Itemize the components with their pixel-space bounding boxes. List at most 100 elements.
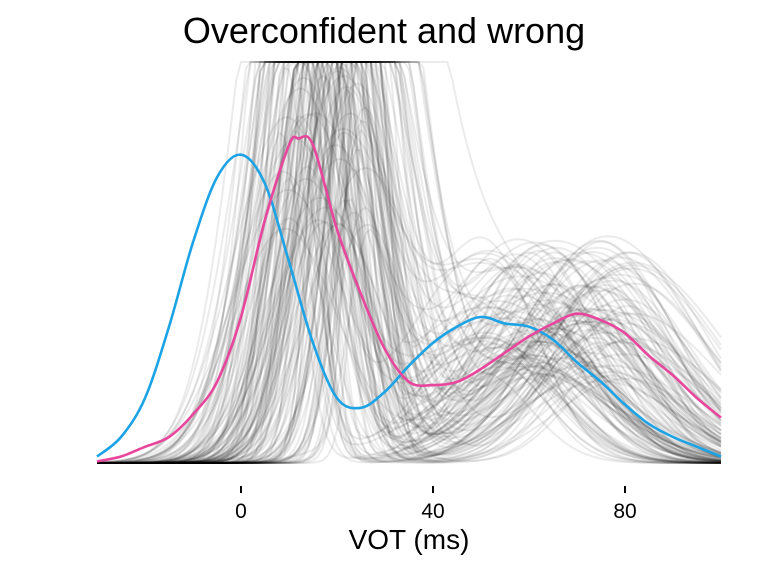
sample-curve [97, 170, 722, 464]
sample-curve [97, 61, 721, 464]
sample-curve [97, 61, 722, 464]
sample-curve [97, 199, 722, 464]
sample-curve [97, 61, 722, 464]
sample-curve [97, 61, 722, 464]
sample-curve [97, 222, 722, 464]
sample-curves [96, 60, 722, 464]
sample-curve [97, 167, 722, 464]
sample-curve [97, 116, 722, 464]
sample-curve [97, 69, 722, 464]
sample-curve [97, 61, 722, 464]
sample-curve [97, 61, 722, 464]
sample-curve [97, 165, 722, 464]
sample-curve [97, 61, 722, 464]
sample-curve [97, 61, 722, 464]
sample-curve [97, 61, 721, 464]
sample-curve [97, 61, 722, 464]
sample-curve [97, 61, 722, 464]
sample-curve [97, 87, 722, 464]
sample-curve [96, 112, 722, 464]
sample-curve [97, 61, 722, 464]
sample-curve [97, 61, 722, 464]
sample-curve [97, 61, 722, 464]
sample-curve [97, 61, 722, 464]
sample-curve [97, 61, 722, 464]
sample-curve [97, 221, 722, 464]
sample-curve [97, 106, 721, 464]
chart-title: Overconfident and wrong [182, 10, 586, 51]
sample-curve [96, 61, 721, 464]
sample-curve [97, 61, 722, 464]
sample-curve [97, 112, 722, 464]
sample-curve [97, 61, 722, 464]
sample-curve [97, 61, 722, 464]
sample-curve [97, 197, 722, 464]
sample-curve [97, 177, 722, 464]
sample-curve [97, 61, 722, 464]
sample-curve [97, 61, 722, 464]
sample-curve [97, 61, 722, 464]
sample-curve [97, 211, 722, 464]
sample-curve [97, 85, 722, 464]
sample-curve [97, 61, 722, 464]
sample-curve [97, 61, 722, 464]
sample-curve [97, 61, 722, 464]
posterior-mean-line [96, 134, 722, 463]
sample-curve [97, 61, 722, 464]
sample-curve [97, 61, 722, 464]
sample-curve [97, 61, 722, 464]
sample-curve [97, 61, 722, 464]
sample-curve [97, 112, 722, 464]
sample-curve [97, 61, 722, 464]
sample-curve [97, 61, 722, 464]
sample-curve [97, 74, 722, 464]
sample-curve [97, 61, 722, 464]
sample-curve [97, 61, 722, 464]
sample-curve [97, 61, 722, 464]
sample-curve [97, 119, 722, 464]
sample-curve [97, 157, 722, 464]
sample-curve [97, 61, 722, 464]
sample-curve [97, 61, 722, 464]
sample-curve [97, 61, 722, 464]
sample-curve [97, 61, 721, 464]
sample-curve [97, 61, 722, 464]
sample-curve [97, 61, 722, 464]
sample-curve [97, 61, 722, 464]
sample-curve [97, 115, 722, 464]
sample-curve [97, 61, 722, 464]
sample-curve [97, 61, 722, 464]
sample-curve [97, 61, 722, 464]
x-tick-label: 40 [421, 500, 444, 523]
sample-curve [97, 61, 722, 464]
sample-curve [97, 61, 722, 464]
sample-curve [97, 61, 722, 464]
sample-curve [97, 61, 722, 464]
sample-curve [97, 131, 722, 464]
sample-curve [97, 61, 722, 464]
sample-curve [97, 82, 722, 464]
sample-curve [97, 61, 722, 464]
sample-curve [97, 61, 722, 464]
main-curves [96, 134, 722, 463]
sample-curve [97, 206, 722, 464]
sample-curve [97, 61, 722, 464]
sample-curve [97, 76, 722, 464]
sample-curve [97, 61, 722, 464]
sample-curve [97, 61, 722, 464]
sample-curve [97, 61, 722, 464]
sample-curve [97, 61, 722, 464]
sample-curve [96, 116, 722, 464]
sample-curve [97, 61, 722, 464]
sample-curve [97, 61, 722, 464]
sample-curve [97, 176, 722, 464]
sample-curve [97, 61, 721, 464]
sample-curve [97, 66, 722, 464]
sample-curve [97, 61, 721, 464]
sample-curve [97, 61, 722, 464]
sample-curve [97, 61, 722, 464]
sample-curve [97, 61, 722, 464]
sample-curve [97, 61, 722, 464]
